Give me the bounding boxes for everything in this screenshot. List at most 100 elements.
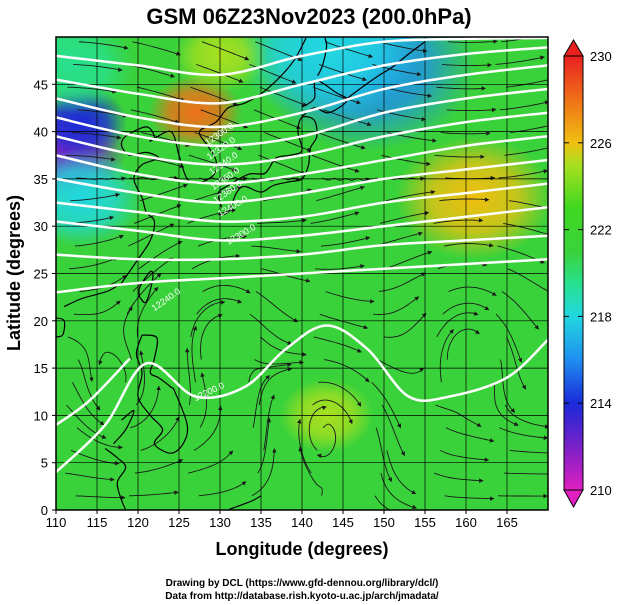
streamline	[319, 313, 369, 330]
y-tick-label: 45	[34, 77, 48, 92]
streamline	[446, 107, 497, 113]
streamline	[123, 306, 133, 360]
x-tick-label: 135	[250, 515, 272, 530]
streamline	[495, 55, 545, 65]
streamline	[374, 231, 423, 247]
credit-drawing: Drawing by DCL (https://www.gfd-dennou.o…	[166, 578, 439, 589]
field-max	[396, 136, 548, 260]
streamline	[509, 200, 548, 209]
colorbar: 210 214 218 222 226 230	[563, 39, 612, 509]
colorbar-tick-label: 218	[590, 309, 612, 324]
streamline	[139, 183, 189, 202]
streamline	[316, 185, 365, 202]
colorbar-tick-label: 214	[590, 396, 612, 411]
streamline	[202, 284, 251, 294]
coastline	[56, 317, 66, 338]
streamline	[251, 448, 277, 497]
x-tick-label: 150	[373, 515, 395, 530]
streamline	[191, 325, 198, 383]
chart-title: GSM 06Z23Nov2023 (200.0hPa)	[146, 4, 471, 29]
streamline	[196, 298, 243, 315]
height-contour	[56, 37, 548, 77]
streamline	[504, 404, 548, 429]
streamline	[436, 86, 487, 91]
coastline	[226, 495, 262, 510]
coastline	[104, 448, 127, 510]
credit-data: Data from http://database.rish.kyoto-u.a…	[165, 591, 439, 602]
y-tick-label: 0	[41, 503, 48, 518]
streamline	[190, 300, 226, 338]
streamline	[381, 404, 405, 457]
streamline	[249, 313, 293, 345]
streamline	[439, 197, 490, 202]
streamline	[199, 372, 207, 428]
streamlines	[64, 37, 548, 510]
height-contour	[56, 182, 548, 223]
streamline	[132, 41, 181, 56]
colorbar-top-triangle	[563, 39, 584, 57]
streamline	[371, 381, 402, 429]
streamline	[324, 359, 370, 383]
colorbar-gradient	[563, 55, 584, 491]
colorbar-tick-label: 210	[590, 483, 612, 498]
streamline	[313, 336, 362, 353]
y-tick-label: 15	[34, 361, 48, 376]
streamline	[65, 472, 115, 482]
streamline	[493, 382, 519, 426]
streamline	[443, 242, 494, 248]
height-contour	[56, 324, 548, 474]
height-contour	[56, 357, 131, 426]
coastline	[346, 41, 426, 99]
streamline	[78, 41, 129, 50]
streamline	[188, 450, 234, 474]
x-tick-label: 120	[127, 515, 149, 530]
streamline	[381, 154, 431, 167]
coastline	[138, 270, 154, 304]
y-tick-label: 35	[34, 172, 48, 187]
streamline	[446, 328, 480, 360]
streamline	[71, 132, 122, 140]
streamline	[200, 314, 223, 360]
streamline	[128, 223, 175, 247]
x-tick-label: 160	[455, 515, 477, 530]
streamline	[503, 472, 548, 475]
streamline	[201, 41, 250, 61]
streamline	[504, 147, 548, 156]
streamline	[442, 302, 490, 315]
streamline	[258, 154, 306, 175]
streamline	[444, 495, 495, 501]
streamline	[197, 234, 248, 247]
streamline	[375, 427, 392, 483]
y-axis-label: Latitude (degrees)	[4, 195, 24, 351]
streamline	[380, 211, 430, 224]
streamline	[325, 291, 375, 304]
height-contour	[56, 46, 548, 105]
streamline	[76, 427, 123, 450]
x-tick-label: 110	[46, 515, 67, 530]
height-contour	[56, 64, 548, 129]
streamline	[439, 329, 454, 383]
streamline	[311, 154, 360, 173]
streamline	[378, 272, 426, 292]
streamline	[136, 86, 186, 102]
plot-area: 12300.012320.012340.012360.012380.012400…	[55, 36, 549, 511]
streamline	[128, 490, 179, 497]
colorbar-ticks: 210 214 218 222 226 230	[564, 49, 612, 498]
x-axis: 110 115 120 125 130 135 140 145 150 155 160 165	[46, 510, 518, 530]
streamline	[498, 169, 548, 179]
streamline	[316, 423, 337, 459]
streamline	[195, 63, 244, 83]
streamline	[67, 86, 117, 94]
streamline	[66, 404, 107, 439]
streamline	[67, 336, 94, 382]
streamline	[98, 351, 127, 383]
streamline	[263, 394, 275, 451]
streamline	[315, 264, 365, 270]
height-contour	[56, 206, 548, 242]
x-tick-label: 165	[496, 515, 518, 530]
field-max	[148, 75, 243, 150]
x-tick-label: 115	[87, 515, 108, 530]
streamline	[377, 359, 425, 374]
y-tick-label: 20	[34, 314, 48, 329]
